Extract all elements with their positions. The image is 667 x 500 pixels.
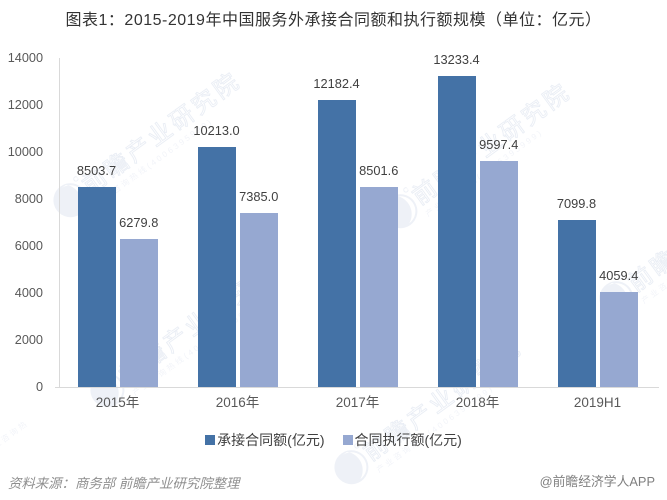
value-label: 6279.8 (119, 215, 159, 231)
x-axis-line (55, 387, 659, 388)
value-label: 7099.8 (556, 196, 597, 211)
bar-series2 (119, 239, 158, 387)
legend-item-1: 承接合同额(亿元) (205, 430, 325, 450)
brand-credit: @前瞻经济学人APP (539, 474, 655, 489)
bar-series2 (239, 213, 278, 387)
y-tick-label: 12000 (7, 97, 43, 112)
x-category-label: 2015年 (95, 395, 140, 410)
bar-series1 (557, 220, 596, 387)
legend-swatch-1 (205, 435, 216, 445)
value-label: 8503.7 (76, 162, 117, 178)
bar-series1 (437, 75, 476, 387)
value-label: 10213.0 (193, 122, 240, 138)
y-tick-label: 0 (35, 380, 43, 394)
y-tick-label: 14000 (7, 50, 43, 65)
y-tick-label: 10000 (7, 144, 43, 159)
legend-label-2: 合同执行额(亿元) (354, 432, 462, 448)
legend: 承接合同额(亿元) 合同执行额(亿元) (0, 430, 667, 450)
legend-swatch-2 (342, 435, 353, 445)
bar-series1 (77, 186, 116, 387)
value-label: 9597.4 (479, 137, 519, 153)
value-label: 12182.4 (313, 76, 360, 92)
y-tick-label: 8000 (14, 191, 43, 206)
y-tick-label: 6000 (14, 238, 43, 253)
chart-title: 图表1：2015-2019年中国服务外承接合同额和执行额规模（单位：亿元） (65, 12, 602, 29)
value-label: 7385.0 (239, 189, 279, 205)
y-tick-label: 2000 (14, 332, 43, 347)
x-category-label: 2019H1 (573, 395, 622, 410)
x-category-label: 2017年 (335, 395, 380, 410)
x-category-label: 2016年 (215, 395, 260, 410)
bar-series1 (317, 100, 356, 387)
legend-item-2: 合同执行额(亿元) (342, 430, 462, 450)
bar-series1 (197, 146, 236, 387)
x-category-label: 2018年 (455, 395, 500, 410)
legend-label-1: 承接合同额(亿元) (217, 432, 325, 448)
y-tick-label: 4000 (14, 285, 43, 300)
y-axis-line (59, 57, 60, 387)
bar-series2 (599, 291, 638, 387)
value-label: 13233.4 (433, 51, 480, 67)
source-note: 资料来源：商务部 前瞻产业研究院整理 (8, 476, 240, 491)
value-label: 4059.4 (599, 267, 639, 283)
value-label: 8501.6 (359, 163, 399, 179)
bar-series2 (479, 161, 518, 387)
bar-series2 (359, 187, 398, 387)
